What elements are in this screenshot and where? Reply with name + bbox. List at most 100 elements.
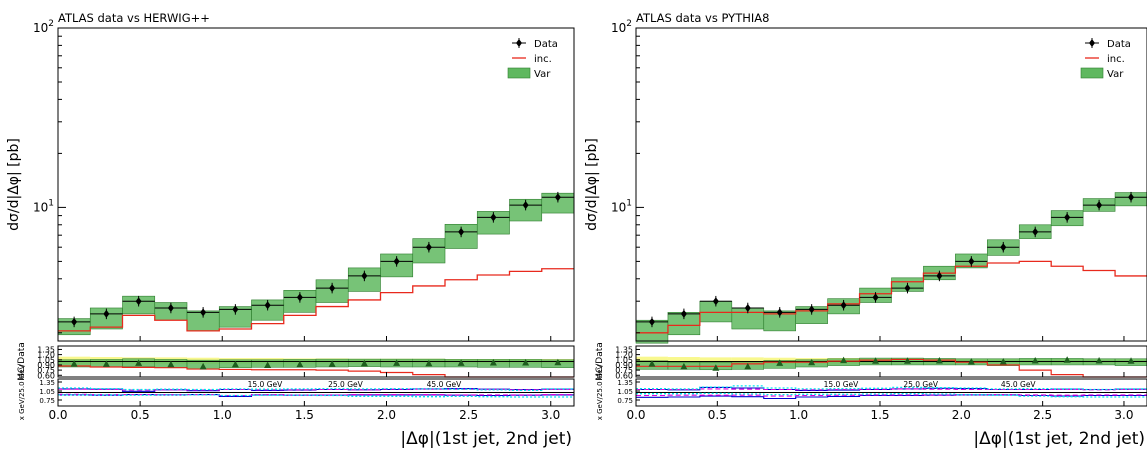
ratio-mc-point bbox=[903, 357, 911, 364]
ratio-mc-point bbox=[872, 357, 880, 364]
scale-y-tick-label: 1.05 bbox=[39, 388, 55, 396]
scale-plot-frame bbox=[635, 378, 1147, 407]
data-point bbox=[167, 303, 174, 312]
legend-data-marker bbox=[516, 39, 522, 47]
ratio-mc-point bbox=[712, 364, 720, 371]
main-plot-frame bbox=[635, 27, 1147, 342]
chart-title: ATLAS data vs HERWIG++ bbox=[58, 11, 210, 25]
data-point bbox=[808, 305, 815, 314]
data-point bbox=[872, 293, 879, 302]
ratio-y-tick-label: 0.60 bbox=[615, 371, 633, 380]
scale-25gev-up bbox=[58, 388, 574, 391]
ratio-mc-point bbox=[425, 359, 433, 367]
ratio-data-band-bin bbox=[731, 357, 764, 364]
ratio-y-tick-label: 0.60 bbox=[37, 371, 55, 380]
y-tick-label: 102 bbox=[33, 19, 54, 35]
x-tick-label: 1.0 bbox=[789, 408, 808, 422]
ratio-y-tick-label: 1.05 bbox=[615, 356, 633, 365]
scale-45gev-down bbox=[58, 394, 574, 398]
scale-y-tick-label: 0.75 bbox=[617, 397, 633, 405]
ratio-mc-point bbox=[70, 360, 78, 367]
data-point bbox=[840, 301, 847, 310]
ratio-y-tick-label: 1.35 bbox=[37, 345, 55, 354]
x-tick-label: 2.5 bbox=[459, 408, 478, 422]
x-axis-label: |Δφ|(1st jet, 2nd jet) bbox=[973, 429, 1145, 449]
scale-45gev-up bbox=[636, 385, 1147, 391]
data-point bbox=[712, 297, 719, 306]
data-point bbox=[522, 201, 529, 210]
ratio-mc-point bbox=[1095, 356, 1103, 364]
data-point bbox=[135, 297, 142, 306]
scale-plot-frame bbox=[57, 378, 575, 407]
ratio-mc-point bbox=[360, 359, 368, 367]
legend-var-marker bbox=[507, 67, 531, 79]
x-tick-label: 2.0 bbox=[377, 408, 396, 422]
data-point bbox=[744, 303, 751, 312]
ratio-mc-point bbox=[935, 356, 943, 364]
ratio-data-band-bin bbox=[699, 357, 732, 364]
x-tick-label: 0.0 bbox=[48, 408, 67, 422]
ratio-mc-point bbox=[744, 362, 752, 370]
data-point bbox=[329, 284, 336, 293]
scale-25gev-down bbox=[636, 394, 1147, 397]
ratio-mc-point bbox=[199, 362, 207, 370]
ratio-mc-point bbox=[776, 359, 784, 366]
data-point bbox=[968, 257, 975, 266]
data-point bbox=[936, 271, 943, 280]
ratio-y-tick-label: 1.20 bbox=[37, 351, 55, 360]
data-point bbox=[425, 243, 432, 252]
scale-45gev-down bbox=[636, 392, 1147, 398]
chart-panel: 102 101 ATLAS data vs PYTHIA8 dσ/d|Δφ| [pb]… bbox=[584, 11, 1147, 449]
scale-y-tick-label: 1.35 bbox=[39, 379, 55, 387]
chart-panel: 102 101 ATLAS data vs HERWIG++ dσ/d|Δφ| [pb… bbox=[6, 11, 575, 449]
ratio-y-tick-label: 0.75 bbox=[615, 366, 633, 375]
x-axis-label: |Δφ|(1st jet, 2nd jet) bbox=[400, 429, 572, 449]
legend-label-data: Data bbox=[1107, 39, 1131, 50]
y-tick-label: 102 bbox=[611, 19, 632, 35]
x-tick-label: 0.0 bbox=[626, 408, 645, 422]
scale-label: 15.0 GeV bbox=[824, 380, 860, 389]
x-tick-label: 1.5 bbox=[870, 408, 889, 422]
scale-label: 25.0 GeV bbox=[328, 380, 364, 389]
y-axis-label: dσ/d|Δφ| [pb] bbox=[584, 138, 600, 231]
x-tick-label: 0.5 bbox=[708, 408, 727, 422]
x-tick-label: 1.0 bbox=[213, 408, 232, 422]
ratio-y-tick-label: 1.05 bbox=[37, 356, 55, 365]
ratio-mc-point bbox=[489, 359, 497, 366]
ratio-mc-point bbox=[457, 359, 465, 366]
scale-label: 15.0 GeV bbox=[248, 380, 284, 389]
ratio-mc-point bbox=[296, 360, 304, 368]
x-tick-label: 1.5 bbox=[295, 408, 314, 422]
inc-line bbox=[636, 260, 1147, 334]
scale-label: 25.0 GeV bbox=[903, 380, 939, 389]
data-point bbox=[458, 227, 465, 236]
data-point bbox=[1000, 243, 1007, 252]
y-tick-label: 101 bbox=[611, 198, 632, 214]
x-tick-label: 0.5 bbox=[131, 408, 150, 422]
ratio-mc-point bbox=[102, 360, 110, 367]
data-point bbox=[232, 305, 239, 314]
ratio-mc-point bbox=[808, 358, 816, 366]
legend-label-inc: inc. bbox=[534, 54, 552, 65]
ratio-y-tick-label: 0.75 bbox=[37, 366, 55, 375]
ratio-mc-point bbox=[167, 360, 175, 368]
legend-var-marker bbox=[1080, 67, 1104, 79]
data-point bbox=[680, 309, 687, 318]
x-tick-label: 2.0 bbox=[952, 408, 971, 422]
data-point bbox=[1096, 201, 1103, 210]
scale-45gev-up bbox=[58, 387, 574, 392]
legend-label-inc: inc. bbox=[1107, 54, 1125, 65]
ratio-mc-point bbox=[1031, 356, 1039, 364]
data-point bbox=[103, 309, 110, 318]
ratio-plot-frame bbox=[57, 345, 575, 378]
data-point bbox=[1128, 193, 1135, 202]
scale-25gev-down bbox=[58, 393, 574, 397]
scale-y-tick-label: 0.75 bbox=[39, 397, 55, 405]
ratio-y-tick-label: 0.90 bbox=[37, 361, 55, 370]
data-point bbox=[554, 193, 561, 202]
x-tick-label: 2.5 bbox=[1033, 408, 1052, 422]
data-point bbox=[296, 293, 303, 302]
ratio-mc-point bbox=[999, 358, 1007, 365]
data-point bbox=[361, 271, 368, 280]
